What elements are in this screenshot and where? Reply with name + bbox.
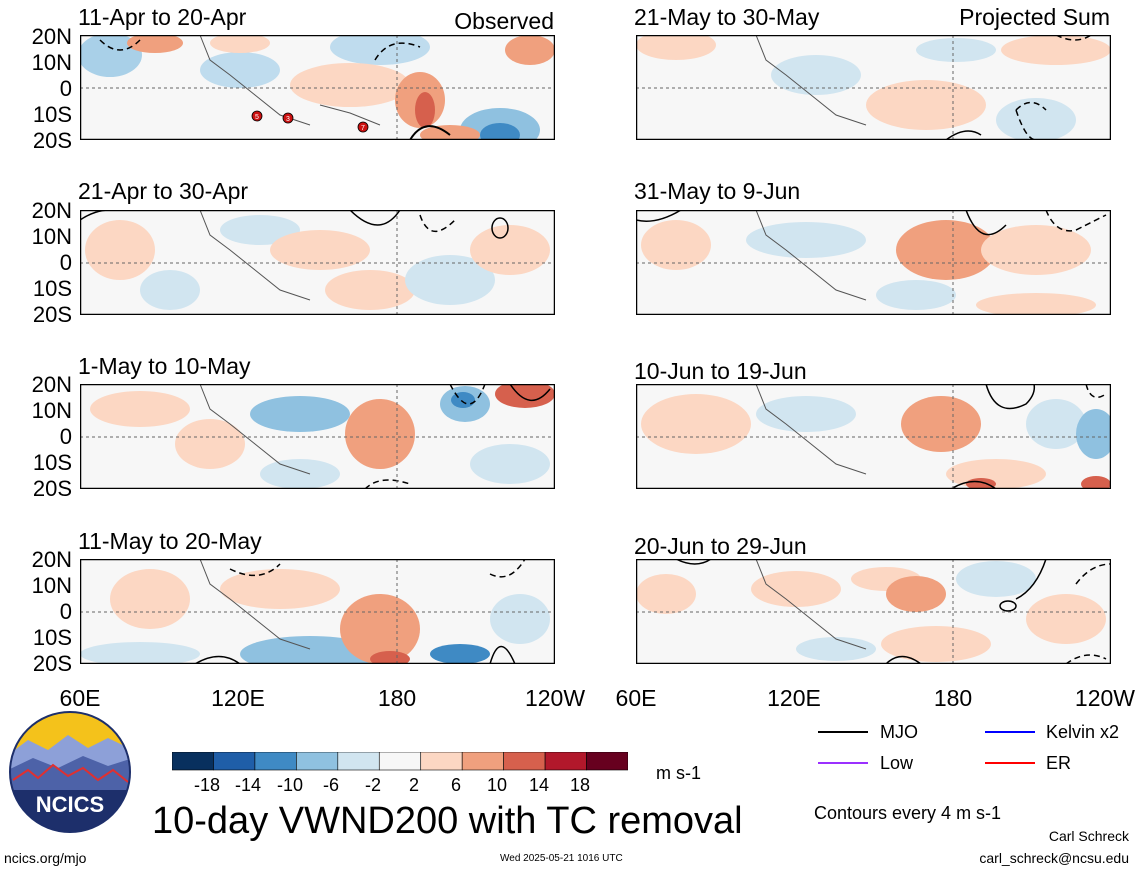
colorbar-swatch — [586, 751, 629, 771]
colorbar-swatch — [296, 751, 339, 771]
svg-text:5: 5 — [255, 114, 259, 121]
lat-label: 20S — [32, 128, 72, 153]
lat-label: 10N — [31, 50, 72, 75]
colorbar-swatch — [461, 751, 504, 771]
main-title: 10-day VWND200 with TC removal — [152, 800, 743, 842]
colorbar-tick: -18 — [193, 775, 220, 795]
lon-label: 60E — [615, 685, 657, 711]
legend-swatch-er — [985, 762, 1035, 764]
lat-label: 20S — [32, 476, 72, 501]
colorbar-swatch — [544, 751, 587, 771]
colorbar-tick: 2 — [408, 775, 419, 795]
legend-label: ER — [1046, 753, 1072, 773]
lon-label: 120E — [767, 685, 821, 711]
tc-marker: 3 — [282, 112, 294, 124]
map-panel — [636, 35, 1111, 140]
lat-label: 0 — [59, 424, 72, 449]
lat-label: 10S — [32, 450, 72, 475]
panel-title: 21-May to 30-May — [634, 4, 820, 30]
colorbar-swatch — [337, 751, 380, 771]
svg-text:3: 3 — [286, 116, 290, 123]
ncics-logo: NCICS — [8, 710, 133, 835]
colorbar-tick: 18 — [569, 775, 591, 795]
footer-site: ncics.org/mjo — [4, 850, 87, 866]
legend-swatch-low — [818, 762, 868, 764]
lon-label: 180 — [933, 685, 973, 711]
lat-label: 10N — [31, 573, 72, 598]
legend-label: MJO — [880, 722, 918, 742]
svg-text:7: 7 — [361, 125, 365, 132]
colorbar-tick: -6 — [322, 775, 339, 795]
legend-label: Kelvin x2 — [1046, 722, 1120, 742]
colorbar-tick: -10 — [276, 775, 303, 795]
lat-label: 20N — [31, 24, 72, 49]
lon-label: 120W — [1074, 685, 1135, 711]
lat-label: 20S — [32, 302, 72, 327]
panel-title: 20-Jun to 29-Jun — [634, 533, 807, 559]
lon-label: 180 — [377, 685, 417, 711]
lon-label: 120E — [211, 685, 265, 711]
colorbar — [171, 751, 629, 772]
panel-title: 11-May to 20-May — [78, 528, 262, 554]
lat-label: 10S — [32, 276, 72, 301]
lat-label: 10S — [32, 625, 72, 650]
panel-title: 1-May to 10-May — [78, 353, 251, 379]
footer-author: Carl Schreck — [1048, 828, 1129, 844]
contour-note: Contours every 4 m s-1 — [814, 803, 1002, 823]
lat-label: 0 — [59, 599, 72, 624]
map-panel — [80, 384, 555, 489]
colorbar-swatch — [171, 751, 214, 771]
tc-marker: 5 — [251, 110, 263, 122]
svg-text:NCICS: NCICS — [36, 792, 104, 817]
map-panel — [80, 210, 555, 315]
map-panel — [636, 559, 1111, 664]
lat-label: 0 — [59, 76, 72, 101]
panel-title: 11-Apr to 20-Apr — [78, 4, 247, 30]
panel-title: 10-Jun to 19-Jun — [634, 358, 807, 384]
map-panel — [636, 210, 1111, 315]
colorbar-tick: -2 — [364, 775, 381, 795]
panel-tag-projected: Projected Sum — [959, 4, 1110, 30]
panel-title: 21-Apr to 30-Apr — [78, 178, 249, 204]
panel-tag-observed: Observed — [454, 8, 554, 34]
lat-label: 10N — [31, 224, 72, 249]
lat-label: 20S — [32, 651, 72, 676]
lat-label: 10N — [31, 398, 72, 423]
legend-label: Low — [880, 753, 914, 773]
lon-label: 60E — [59, 685, 101, 711]
colorbar-swatch — [213, 751, 256, 771]
tc-marker: 7 — [357, 121, 369, 133]
colorbar-units: m s-1 — [656, 763, 701, 783]
footer-email: carl_schreck@ncsu.edu — [979, 850, 1129, 866]
map-panel — [80, 559, 555, 664]
lat-label: 0 — [59, 250, 72, 275]
map-panel: 5 3 7 — [80, 35, 555, 140]
footer-timestamp: Wed 2025-05-21 1016 UTC — [500, 853, 623, 864]
panel-title: 31-May to 9-Jun — [634, 178, 801, 204]
lat-label: 10S — [32, 102, 72, 127]
legend-swatch-mjo — [818, 731, 868, 733]
colorbar-swatch — [420, 751, 463, 771]
legend-swatch-kelvin — [985, 731, 1035, 733]
colorbar-swatch — [254, 751, 297, 771]
lon-label: 120W — [524, 685, 586, 711]
lat-label: 20N — [31, 372, 72, 397]
lat-label: 20N — [31, 198, 72, 223]
lat-label: 20N — [31, 547, 72, 572]
colorbar-tick: -14 — [234, 775, 261, 795]
colorbar-tick: 6 — [450, 775, 461, 795]
colorbar-swatch — [378, 751, 422, 771]
colorbar-tick: 10 — [486, 775, 508, 795]
map-panel — [636, 384, 1111, 489]
colorbar-swatch — [503, 751, 546, 771]
colorbar-tick: 14 — [528, 775, 550, 795]
